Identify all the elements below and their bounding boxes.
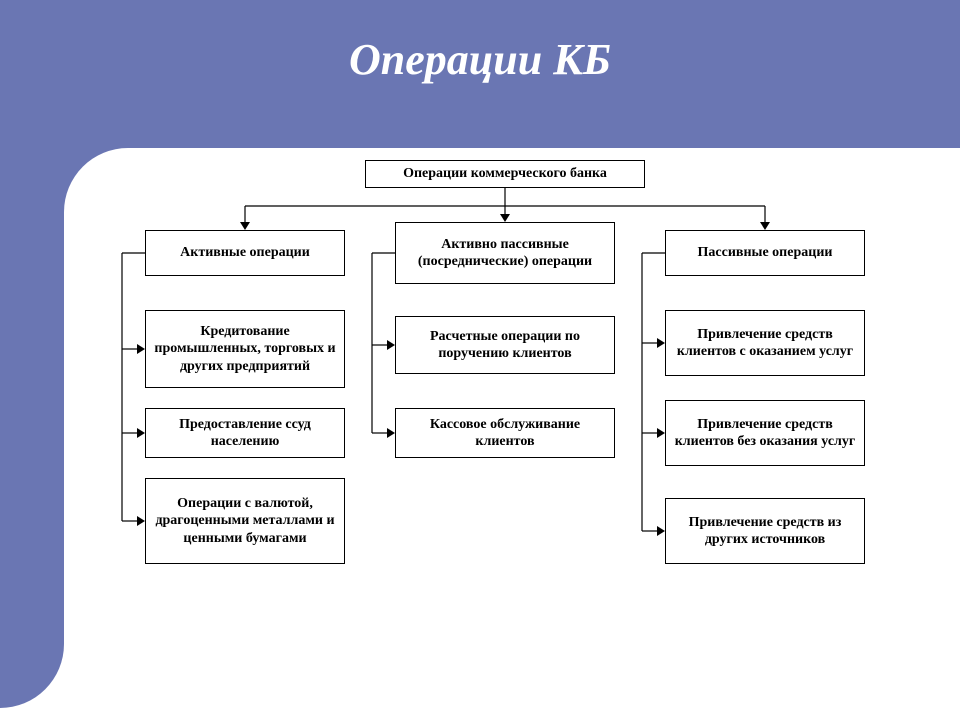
org-diagram: Операции коммерческого банка Активные опе… [90, 160, 920, 700]
node-p2: Привлечение средств клиентов без оказани… [665, 400, 865, 466]
node-p1: Привлечение средств клиентов с оказанием… [665, 310, 865, 376]
node-p3: Привлечение средств из других источников [665, 498, 865, 564]
node-active: Активные операции [145, 230, 345, 276]
title-band-left-stripe [0, 148, 64, 708]
node-a3: Операции с валютой, драгоценными металла… [145, 478, 345, 564]
slide-title: Операции КБ [0, 34, 960, 85]
node-ap: Активно пассивные (посреднические) опера… [395, 222, 615, 284]
node-a2: Предоставление ссуд населению [145, 408, 345, 458]
node-m1: Расчетные операции по поручению клиентов [395, 316, 615, 374]
node-m2: Кассовое обслуживание клиентов [395, 408, 615, 458]
node-root: Операции коммерческого банка [365, 160, 645, 188]
node-a1: Кредитование промышленных, торговых и др… [145, 310, 345, 388]
node-passive: Пассивные операции [665, 230, 865, 276]
